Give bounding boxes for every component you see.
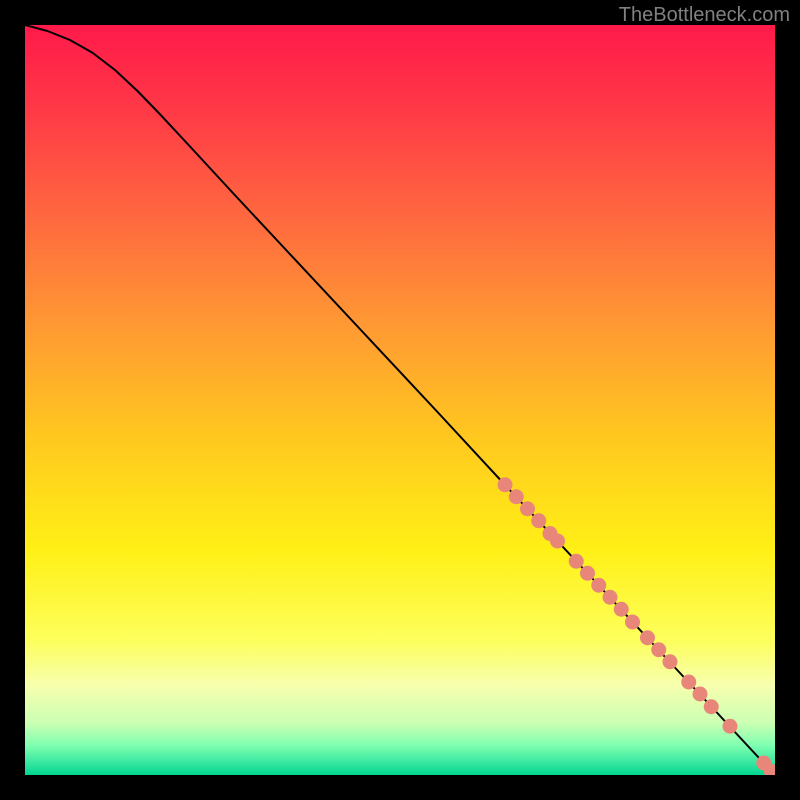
chart-svg	[25, 25, 775, 775]
data-marker	[704, 700, 718, 714]
data-marker	[603, 590, 617, 604]
data-marker	[581, 566, 595, 580]
data-marker	[614, 602, 628, 616]
data-marker	[652, 643, 666, 657]
chart-plot-area	[25, 25, 775, 775]
data-marker	[592, 578, 606, 592]
data-marker	[723, 719, 737, 733]
chart-background	[25, 25, 775, 775]
data-marker	[521, 502, 535, 516]
data-marker	[569, 554, 583, 568]
data-marker	[663, 655, 677, 669]
data-marker	[498, 478, 512, 492]
data-marker	[551, 534, 565, 548]
data-marker	[682, 675, 696, 689]
watermark-text: TheBottleneck.com	[619, 4, 790, 27]
data-marker	[532, 514, 546, 528]
data-marker	[641, 631, 655, 645]
data-marker	[509, 490, 523, 504]
data-marker	[626, 615, 640, 629]
data-marker	[693, 687, 707, 701]
